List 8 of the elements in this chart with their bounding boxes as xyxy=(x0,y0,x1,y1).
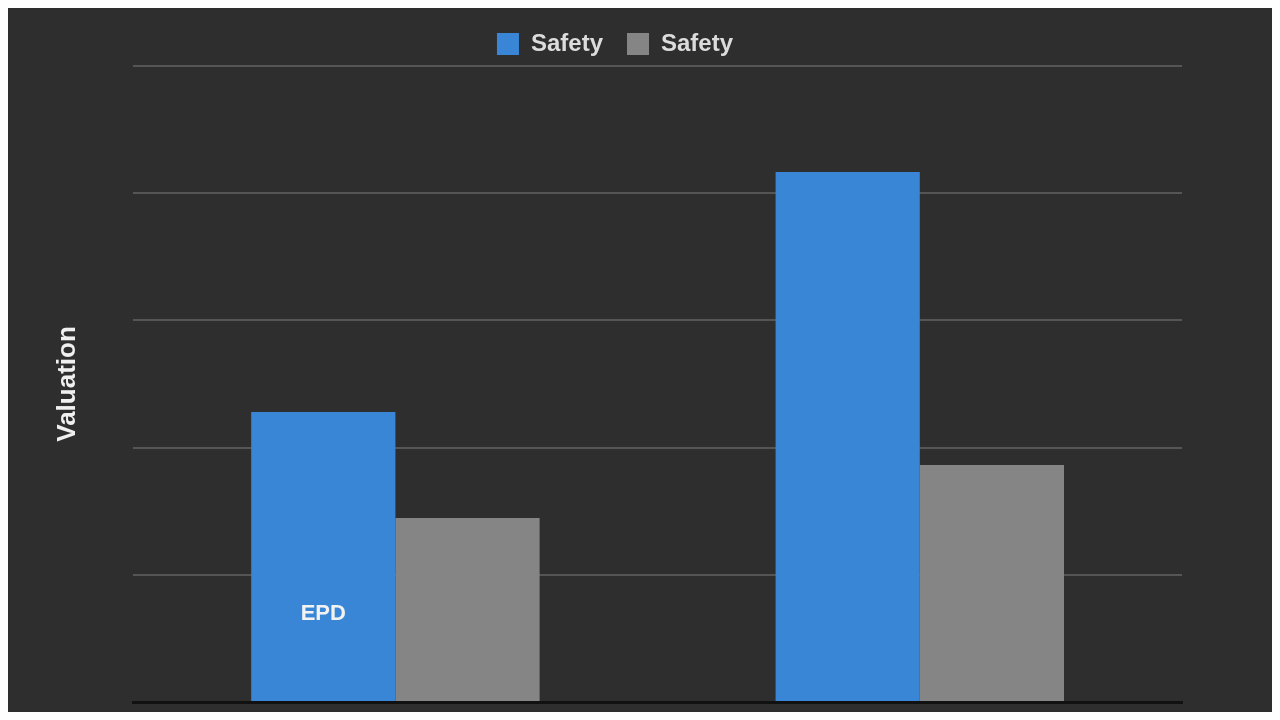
bar xyxy=(775,172,920,701)
legend-label: Safety xyxy=(661,28,734,56)
bar xyxy=(919,465,1065,701)
bar xyxy=(395,518,540,701)
legend-label: Safety xyxy=(530,28,604,56)
annotation: EPD xyxy=(300,600,346,626)
bar xyxy=(251,412,396,701)
y-axis-title: Valuation xyxy=(50,326,81,442)
